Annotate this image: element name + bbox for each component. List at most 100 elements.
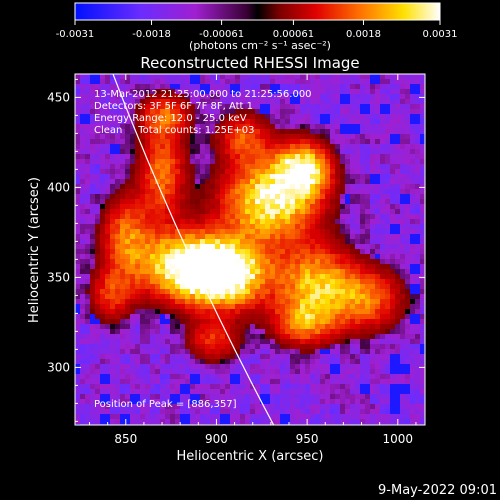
heatmap-cell — [190, 179, 196, 185]
heatmap-cell — [270, 179, 276, 185]
heatmap-cell — [345, 259, 351, 265]
heatmap-cell — [345, 364, 351, 370]
heatmap-cell — [110, 299, 116, 305]
heatmap-cell — [85, 344, 91, 350]
heatmap-cell — [165, 389, 171, 395]
heatmap-cell — [240, 164, 246, 170]
heatmap-cell — [240, 234, 246, 240]
heatmap-cell — [120, 189, 126, 195]
heatmap-cell — [225, 324, 231, 330]
heatmap-cell — [75, 134, 81, 140]
heatmap-cell — [90, 394, 96, 400]
heatmap-cell — [385, 174, 391, 180]
heatmap-cell — [225, 154, 231, 160]
colorbar-frame — [74, 2, 441, 21]
heatmap-cell — [380, 244, 386, 250]
heatmap-cell — [315, 224, 321, 230]
heatmap-cell — [260, 154, 266, 160]
heatmap-cell — [300, 99, 306, 105]
heatmap-cell — [320, 214, 326, 220]
heatmap-cell — [180, 209, 186, 215]
heatmap-cell — [85, 94, 91, 100]
heatmap-cell — [90, 334, 96, 340]
heatmap-cell — [385, 379, 391, 385]
heatmap-cell — [340, 144, 346, 150]
heatmap-cell — [90, 239, 96, 245]
heatmap-cell — [330, 299, 336, 305]
heatmap-cell — [115, 129, 121, 135]
heatmap-cell — [160, 294, 166, 300]
heatmap-cell — [100, 184, 106, 190]
heatmap-cell — [360, 354, 366, 360]
heatmap-cell — [300, 374, 306, 380]
heatmap-cell — [120, 259, 126, 265]
heatmap-cell — [360, 109, 366, 115]
heatmap-cell — [90, 219, 96, 225]
heatmap-cell — [275, 174, 281, 180]
heatmap-cell — [105, 194, 111, 200]
heatmap-cell — [255, 194, 261, 200]
heatmap-cell — [315, 84, 321, 90]
heatmap-cell — [80, 249, 86, 255]
heatmap-cell — [125, 89, 131, 95]
heatmap-cell — [190, 329, 196, 335]
heatmap-cell — [280, 204, 286, 210]
heatmap-cell — [120, 254, 126, 260]
heatmap-cell — [240, 114, 246, 120]
heatmap-cell — [220, 339, 226, 345]
heatmap-cell — [205, 324, 211, 330]
heatmap-cell — [245, 339, 251, 345]
heatmap-cell — [90, 289, 96, 295]
heatmap-cell — [130, 184, 136, 190]
heatmap-cell — [410, 94, 416, 100]
heatmap-cell — [115, 139, 121, 145]
heatmap-cell — [325, 229, 331, 235]
heatmap-cell — [155, 339, 161, 345]
heatmap-cell — [360, 349, 366, 355]
heatmap-cell — [130, 79, 136, 85]
heatmap-cell — [420, 284, 425, 290]
heatmap-cell — [380, 254, 386, 260]
heatmap-cell — [310, 359, 316, 365]
heatmap-cell — [395, 239, 401, 245]
heatmap-cell — [185, 84, 191, 90]
heatmap-cell — [385, 294, 391, 300]
heatmap-cell — [110, 84, 116, 90]
heatmap-cell — [85, 329, 91, 335]
heatmap-cell — [210, 319, 216, 325]
heatmap-cell — [215, 224, 221, 230]
heatmap-cell — [320, 319, 326, 325]
heatmap-cell — [290, 114, 296, 120]
heatmap-cell — [340, 344, 346, 350]
heatmap-cell — [335, 239, 341, 245]
heatmap-cell — [270, 214, 276, 220]
heatmap-cell — [160, 184, 166, 190]
heatmap-cell — [225, 409, 231, 415]
heatmap-cell — [385, 364, 391, 370]
heatmap-cell — [370, 174, 376, 180]
heatmap-cell — [305, 409, 311, 415]
heatmap-cell — [395, 319, 401, 325]
heatmap-cell — [335, 399, 341, 405]
heatmap-cell — [175, 354, 181, 360]
heatmap-cell — [420, 154, 425, 160]
heatmap-cell — [260, 149, 266, 155]
heatmap-cell — [300, 179, 306, 185]
heatmap-cell — [240, 204, 246, 210]
heatmap-cell — [280, 144, 286, 150]
heatmap-cell — [105, 234, 111, 240]
heatmap-cell — [355, 159, 361, 165]
heatmap-cell — [385, 184, 391, 190]
heatmap-cell — [300, 94, 306, 100]
heatmap-cell — [350, 99, 356, 105]
heatmap-cell — [205, 154, 211, 160]
heatmap-cell — [310, 289, 316, 295]
heatmap-cell — [320, 369, 326, 375]
heatmap-cell — [160, 369, 166, 375]
heatmap-cell — [130, 284, 136, 290]
heatmap-cell — [145, 404, 151, 410]
heatmap-cell — [325, 184, 331, 190]
heatmap-cell — [415, 179, 421, 185]
heatmap-cell — [290, 264, 296, 270]
heatmap-cell — [165, 114, 171, 120]
